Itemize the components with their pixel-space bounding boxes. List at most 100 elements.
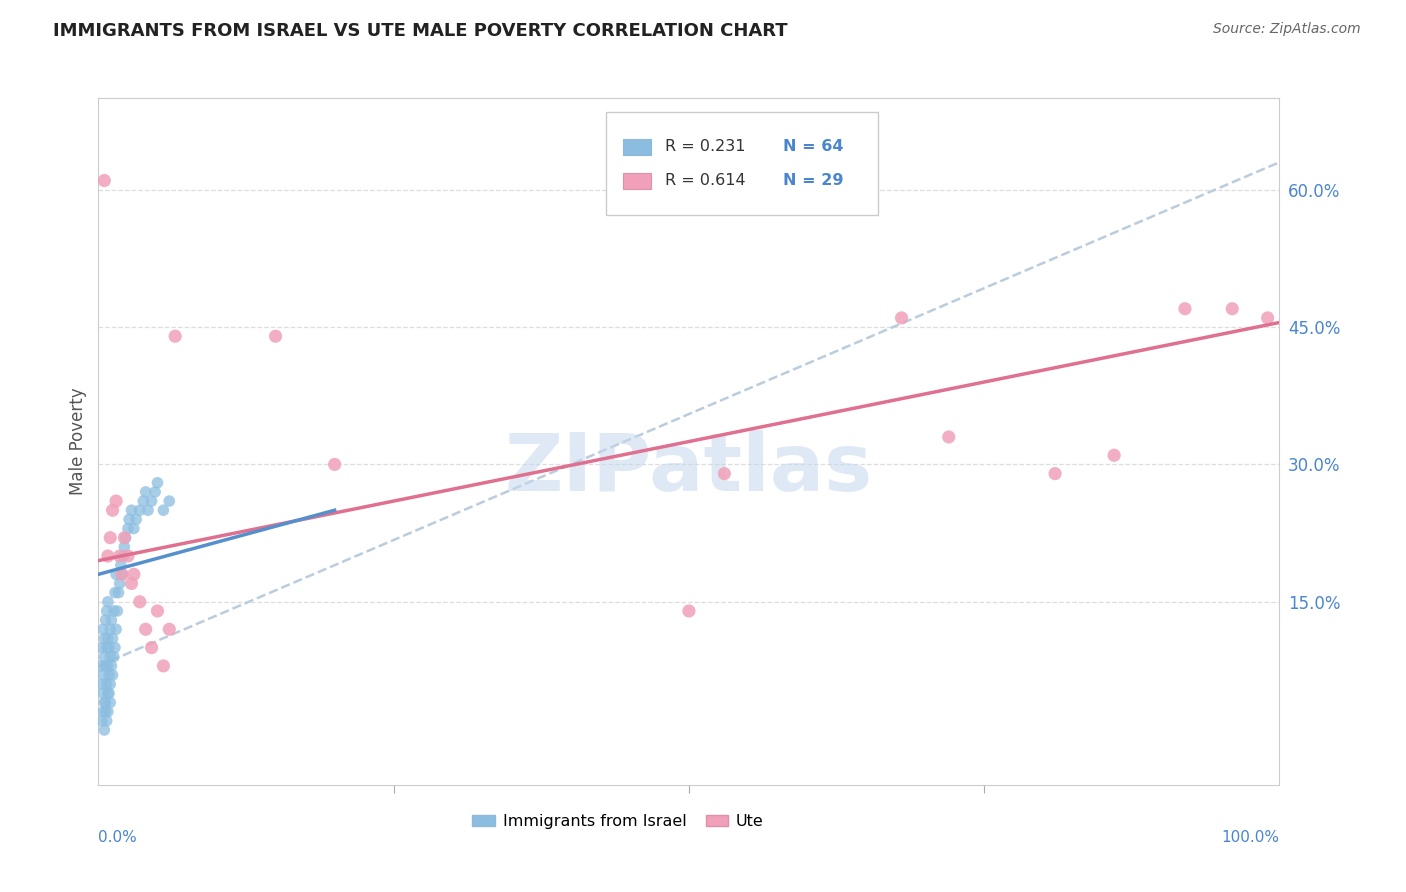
Point: [94, 613, 117, 627]
Point: [117, 522, 139, 536]
Point: [165, 329, 187, 343]
Point: [1102, 448, 1125, 462]
Point: [108, 549, 131, 563]
Point: [1220, 301, 1243, 316]
Point: [91, 640, 114, 655]
Point: [94, 705, 117, 719]
Point: [93, 173, 115, 187]
Point: [323, 458, 346, 472]
Point: [91, 705, 114, 719]
Point: [152, 659, 174, 673]
Point: [114, 531, 136, 545]
Point: [91, 677, 114, 691]
Point: [98, 649, 121, 664]
Point: [100, 613, 122, 627]
Point: [103, 649, 125, 664]
Point: [152, 503, 174, 517]
Text: N = 29: N = 29: [783, 173, 844, 188]
Point: [1174, 301, 1197, 316]
Point: [112, 540, 135, 554]
Point: [141, 640, 163, 655]
Point: [91, 668, 114, 682]
Point: [122, 522, 145, 536]
Point: [118, 512, 141, 526]
Point: [98, 668, 121, 682]
Point: [98, 531, 121, 545]
Text: 100.0%: 100.0%: [1222, 830, 1279, 845]
Point: [90, 659, 112, 673]
Point: [105, 604, 128, 618]
Point: [122, 567, 145, 582]
Point: [101, 632, 124, 646]
FancyBboxPatch shape: [606, 112, 877, 215]
Point: [96, 604, 118, 618]
Point: [157, 494, 180, 508]
Point: [110, 558, 132, 573]
Text: ZIPatlas: ZIPatlas: [505, 430, 873, 508]
Point: [128, 595, 150, 609]
Point: [132, 494, 155, 508]
Point: [105, 622, 128, 636]
Point: [98, 696, 121, 710]
Legend: Immigrants from Israel, Ute: Immigrants from Israel, Ute: [465, 807, 770, 835]
Point: [112, 531, 135, 545]
Point: [135, 484, 157, 499]
Point: [101, 503, 124, 517]
Y-axis label: Male Poverty: Male Poverty: [69, 388, 87, 495]
Point: [94, 696, 117, 710]
Point: [96, 640, 118, 655]
Point: [146, 604, 169, 618]
Point: [108, 576, 131, 591]
Point: [1257, 310, 1279, 325]
Point: [98, 622, 121, 636]
Text: 0.0%: 0.0%: [98, 830, 138, 845]
Point: [94, 659, 117, 673]
FancyBboxPatch shape: [623, 173, 651, 189]
Point: [125, 512, 148, 526]
Point: [111, 567, 134, 582]
Point: [135, 622, 157, 636]
Point: [97, 686, 120, 700]
Point: [105, 567, 128, 582]
Point: [136, 503, 159, 517]
Text: N = 64: N = 64: [783, 138, 844, 153]
Point: [107, 585, 129, 599]
Point: [105, 494, 128, 508]
Point: [128, 503, 150, 517]
Point: [112, 549, 135, 563]
Point: [97, 549, 120, 563]
Point: [97, 659, 120, 673]
Point: [890, 310, 912, 325]
Point: [93, 723, 115, 737]
Point: [91, 622, 114, 636]
Point: [93, 649, 115, 664]
Point: [104, 640, 127, 655]
Point: [104, 585, 127, 599]
Point: [93, 696, 115, 710]
Point: [91, 714, 114, 728]
Point: [713, 467, 735, 481]
Point: [98, 640, 121, 655]
Point: [678, 604, 700, 618]
Point: [146, 475, 169, 490]
Point: [91, 686, 114, 700]
Text: Source: ZipAtlas.com: Source: ZipAtlas.com: [1213, 22, 1361, 37]
Text: IMMIGRANTS FROM ISRAEL VS UTE MALE POVERTY CORRELATION CHART: IMMIGRANTS FROM ISRAEL VS UTE MALE POVER…: [53, 22, 787, 40]
Point: [100, 659, 122, 673]
Point: [141, 494, 163, 508]
Point: [96, 714, 118, 728]
FancyBboxPatch shape: [623, 138, 651, 155]
Point: [98, 677, 121, 691]
Point: [97, 632, 120, 646]
Point: [143, 484, 166, 499]
Point: [264, 329, 287, 343]
Point: [111, 567, 134, 582]
Point: [96, 677, 118, 691]
Point: [1043, 467, 1066, 481]
Text: R = 0.614: R = 0.614: [665, 173, 747, 188]
Text: R = 0.231: R = 0.231: [665, 138, 745, 153]
Point: [121, 503, 143, 517]
Point: [121, 576, 143, 591]
Point: [93, 632, 115, 646]
Point: [938, 430, 960, 444]
